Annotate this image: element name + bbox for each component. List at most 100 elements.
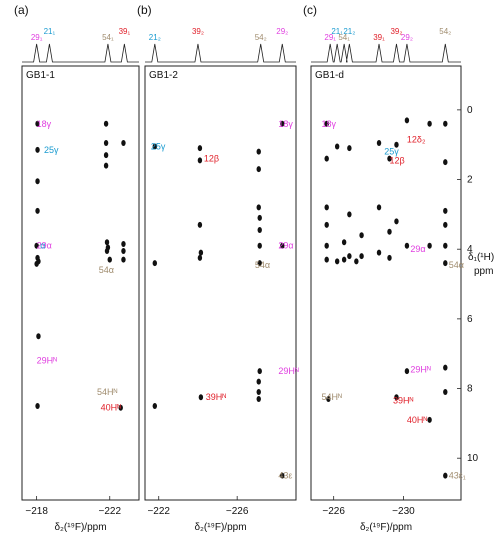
annotation: 29α	[410, 244, 425, 254]
peak	[324, 256, 329, 263]
peak	[104, 239, 110, 246]
peak	[257, 227, 262, 234]
plot-frame	[144, 65, 297, 501]
peak	[35, 402, 40, 409]
peak	[198, 394, 204, 401]
peak	[256, 378, 261, 385]
peak	[341, 239, 347, 246]
peak	[256, 148, 261, 155]
annotation: 29α	[278, 241, 293, 251]
top-spectrum-label: 54₁	[338, 33, 350, 42]
peak	[280, 120, 285, 127]
peak	[404, 368, 410, 375]
top-spectrum-trace	[311, 43, 461, 63]
peak	[103, 120, 109, 127]
peak	[376, 249, 382, 256]
top-spectrum-label: 21₂	[343, 27, 355, 36]
peak	[443, 260, 448, 267]
peak	[257, 242, 262, 249]
annotation: 39Hᴺ	[393, 396, 414, 406]
peak	[121, 240, 126, 247]
top-spectrum-label: 29₂	[401, 33, 413, 42]
peak	[152, 402, 158, 409]
y-axis-label-2: ppm	[474, 266, 493, 277]
peak	[197, 254, 203, 261]
peak	[347, 253, 352, 260]
x-tick-label: −230	[392, 506, 415, 517]
peak	[404, 117, 410, 124]
peak	[257, 368, 262, 375]
peak	[104, 247, 110, 254]
top-spectrum-label: 54₂	[255, 33, 267, 42]
annotation: 29Hᴺ	[37, 356, 58, 366]
panel-letter: (b)	[137, 3, 152, 17]
peak	[427, 120, 432, 127]
peak	[280, 472, 285, 479]
peak	[256, 389, 261, 396]
y-axis-label-1: δ₁(¹H)	[468, 252, 494, 263]
y-tick-label: 10	[467, 453, 479, 464]
peak	[443, 242, 448, 249]
peak	[152, 260, 158, 267]
peak	[359, 253, 364, 260]
peak	[387, 155, 392, 162]
top-spectrum-label: 29₁	[324, 33, 336, 42]
peak	[387, 228, 392, 235]
peak	[376, 139, 382, 146]
annotation: α	[40, 241, 45, 251]
peak	[257, 214, 262, 221]
y-tick-label: 2	[467, 175, 473, 186]
peak	[347, 211, 352, 218]
sample-label: GB1-d	[315, 70, 344, 81]
annotation: 25γ	[384, 147, 399, 157]
peak	[324, 221, 329, 228]
peak	[121, 139, 126, 146]
peak	[121, 247, 126, 254]
x-tick-label: −226	[322, 506, 345, 517]
annotation: 54α	[449, 260, 464, 270]
peak	[443, 120, 448, 127]
peak	[394, 394, 399, 401]
peak	[280, 242, 285, 249]
x-axis-label: δ₂(¹⁹F)/ppm	[194, 522, 246, 533]
x-tick-label: −222	[147, 506, 170, 517]
annotation: 18γ	[37, 119, 52, 129]
peak	[36, 333, 41, 340]
annotation: 29Hᴺ	[410, 364, 431, 374]
annotation: 54α	[99, 265, 114, 275]
top-spectrum-label: 21₁	[331, 27, 343, 36]
peak	[107, 256, 112, 263]
peak	[404, 242, 410, 249]
annotation: 18γ	[321, 119, 336, 129]
annotation: 29Hᴺ	[278, 366, 299, 376]
annotation: 54Hᴺ	[97, 387, 118, 397]
peak	[197, 221, 203, 228]
peak	[35, 207, 40, 214]
y-tick-label: 6	[467, 314, 473, 325]
peak	[326, 395, 331, 402]
top-spectrum-label: 39₁	[373, 33, 385, 42]
peak	[197, 145, 203, 152]
peak	[324, 120, 329, 127]
annotation: 54Hᴺ	[321, 392, 342, 402]
annotation: 43ε₁	[449, 471, 466, 481]
y-tick-label: 4	[467, 244, 473, 255]
peak	[443, 389, 448, 396]
top-spectrum-label: 39₂	[390, 27, 402, 36]
peak	[256, 166, 261, 173]
x-tick-label: −222	[98, 506, 121, 517]
peak	[443, 364, 448, 371]
peak	[427, 416, 432, 423]
peak	[256, 395, 261, 402]
peak	[103, 152, 109, 159]
annotation: 12β	[204, 154, 219, 164]
peak	[35, 178, 40, 185]
plot-frame	[21, 65, 140, 501]
peak	[443, 221, 448, 228]
top-spectrum-trace	[145, 43, 296, 63]
sample-label: GB1-2	[149, 70, 178, 81]
top-spectrum-label: 29₂	[276, 27, 288, 36]
